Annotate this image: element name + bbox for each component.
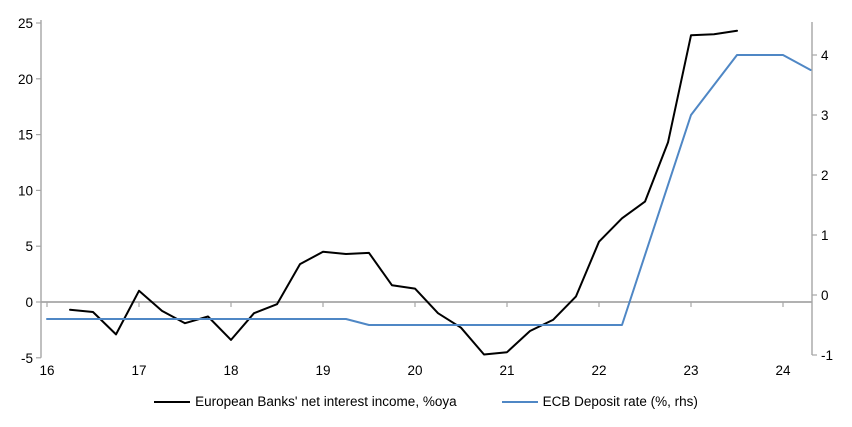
svg-text:5: 5 (25, 239, 33, 254)
svg-text:22: 22 (591, 363, 606, 378)
nii-legend-label: European Banks' net interest income, %oy… (195, 394, 457, 409)
svg-text:2: 2 (821, 168, 829, 183)
svg-text:24: 24 (775, 363, 791, 378)
chart-legend: European Banks' net interest income, %oy… (0, 394, 852, 409)
svg-text:19: 19 (315, 363, 330, 378)
y-axis-right: 4 3 2 1 0 -1 (811, 22, 833, 363)
svg-text:20: 20 (407, 363, 422, 378)
svg-text:3: 3 (821, 108, 829, 123)
svg-text:21: 21 (499, 363, 514, 378)
series-line-banks-nii (69, 29, 738, 356)
legend-item-nii: European Banks' net interest income, %oy… (154, 394, 457, 409)
svg-text:25: 25 (18, 16, 33, 31)
svg-text:16: 16 (39, 363, 54, 378)
svg-text:15: 15 (18, 128, 33, 143)
ecb-line-swatch (501, 400, 538, 403)
nii-line-swatch (154, 400, 191, 403)
svg-text:-1: -1 (821, 348, 833, 363)
svg-text:0: 0 (821, 288, 829, 303)
y-axis-left: 25 20 15 10 5 0 -5 (18, 16, 42, 366)
legend-item-ecb: ECB Deposit rate (%, rhs) (501, 394, 698, 409)
svg-text:0: 0 (25, 295, 33, 310)
svg-text:18: 18 (223, 363, 238, 378)
svg-text:-5: -5 (21, 351, 33, 366)
svg-text:17: 17 (131, 363, 146, 378)
ecb-legend-label: ECB Deposit rate (%, rhs) (542, 394, 698, 409)
svg-text:23: 23 (683, 363, 698, 378)
svg-text:4: 4 (821, 48, 829, 63)
svg-text:20: 20 (18, 72, 33, 87)
svg-text:1: 1 (821, 228, 829, 243)
svg-text:10: 10 (18, 183, 33, 198)
series-line-ecb-deposit-rate (46, 54, 812, 326)
x-axis: 16 17 18 19 20 21 22 23 24 (39, 302, 791, 378)
